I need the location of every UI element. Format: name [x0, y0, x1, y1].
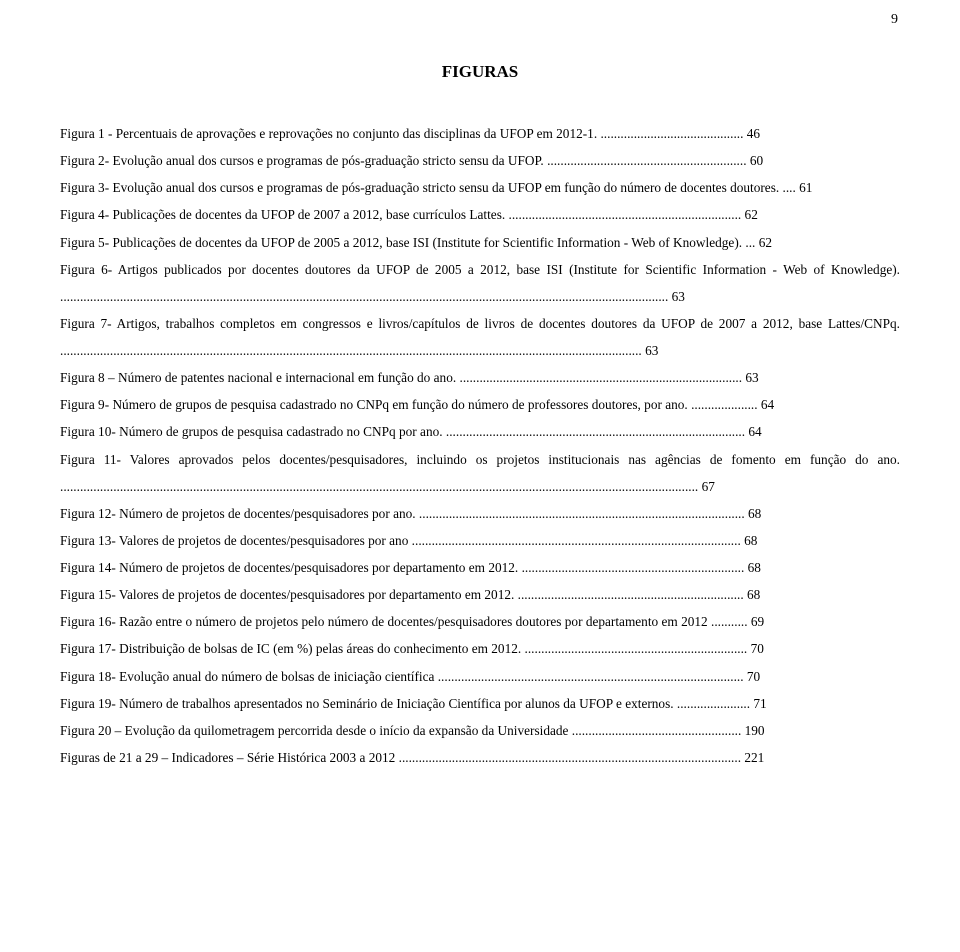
- figure-entry: Figura 9- Número de grupos de pesquisa c…: [60, 391, 900, 418]
- figure-entry: Figura 17- Distribuição de bolsas de IC …: [60, 635, 900, 662]
- figure-entry: Figura 19- Número de trabalhos apresenta…: [60, 690, 900, 717]
- figure-entry: Figura 12- Número de projetos de docente…: [60, 500, 900, 527]
- figure-entry: Figura 6- Artigos publicados por docente…: [60, 256, 900, 310]
- page-number: 9: [891, 12, 898, 28]
- figure-entry: Figura 7- Artigos, trabalhos completos e…: [60, 310, 900, 364]
- figure-entry: Figura 20 – Evolução da quilometragem pe…: [60, 717, 900, 744]
- page-title: FIGURAS: [60, 62, 900, 82]
- figure-entry: Figura 3- Evolução anual dos cursos e pr…: [60, 174, 900, 201]
- figure-entry: Figura 11- Valores aprovados pelos docen…: [60, 446, 900, 500]
- figure-entry: Figuras de 21 a 29 – Indicadores – Série…: [60, 744, 900, 771]
- figure-entry: Figura 14- Número de projetos de docente…: [60, 554, 900, 581]
- figure-entry: Figura 18- Evolução anual do número de b…: [60, 663, 900, 690]
- figure-entry: Figura 16- Razão entre o número de proje…: [60, 608, 900, 635]
- figures-list: Figura 1 - Percentuais de aprovações e r…: [60, 120, 900, 771]
- figure-entry: Figura 10- Número de grupos de pesquisa …: [60, 418, 900, 445]
- figure-entry: Figura 13- Valores de projetos de docent…: [60, 527, 900, 554]
- figure-entry: Figura 1 - Percentuais de aprovações e r…: [60, 120, 900, 147]
- figure-entry: Figura 8 – Número de patentes nacional e…: [60, 364, 900, 391]
- figure-entry: Figura 5- Publicações de docentes da UFO…: [60, 229, 900, 256]
- figure-entry: Figura 2- Evolução anual dos cursos e pr…: [60, 147, 900, 174]
- figure-entry: Figura 4- Publicações de docentes da UFO…: [60, 201, 900, 228]
- figure-entry: Figura 15- Valores de projetos de docent…: [60, 581, 900, 608]
